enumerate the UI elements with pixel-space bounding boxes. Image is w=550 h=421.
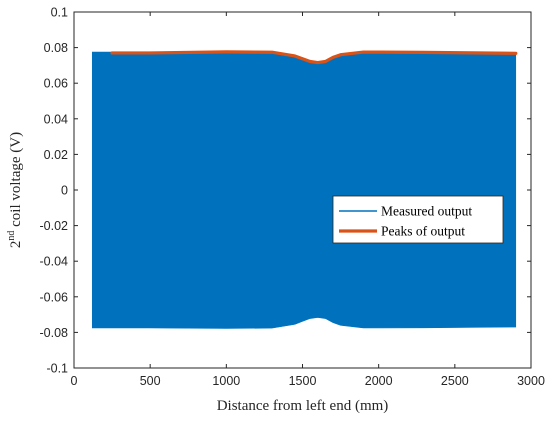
series-peaks-of-output [110,50,518,65]
y-tick-label: -0.06 [40,290,69,304]
x-tick-label: 3000 [517,374,545,388]
x-tick-label: 1500 [289,374,317,388]
x-tick-label: 2500 [441,374,469,388]
legend-entry-peaks-of-output: Peaks of output [381,224,465,239]
legend-box [332,195,504,244]
y-tick-label: -0.04 [40,255,69,269]
plot-area [73,11,532,369]
y-tick-label: -0.1 [46,362,68,376]
legend-entry-measured-output: Measured output [381,204,472,219]
axis-ticks [73,11,532,369]
x-tick-label: 0 [71,374,78,388]
x-tick-label: 2000 [365,374,393,388]
x-tick-label: 1000 [212,374,240,388]
x-tick-label: 500 [140,374,161,388]
x-axis-label: Distance from left end (mm) [217,398,389,414]
y-axis-label: 2nd coil voltage (V) [6,132,24,248]
y-tick-label: 0.06 [44,77,68,91]
y-axis-label-suffix: coil voltage (V) [8,132,24,231]
y-tick-label: 0.1 [51,6,68,20]
y-axis-label-prefix: 2 [8,241,24,249]
y-tick-label: 0.02 [44,148,68,162]
y-tick-label: 0.08 [44,41,68,55]
series-layer [91,50,518,329]
legend: Measured output Peaks of output [332,195,504,244]
y-tick-label: -0.02 [40,219,69,233]
y-tick-label: 0.04 [44,112,68,126]
series-measured-output [91,51,517,329]
y-axis-label-superscript: nd [6,231,17,241]
axis-tick-labels: 0 500 1000 1500 2000 2500 3000 -0.1 -0.08 -0.06 -0… [40,6,545,389]
y-tick-label: 0 [61,184,68,198]
y-tick-label: -0.08 [40,326,69,340]
